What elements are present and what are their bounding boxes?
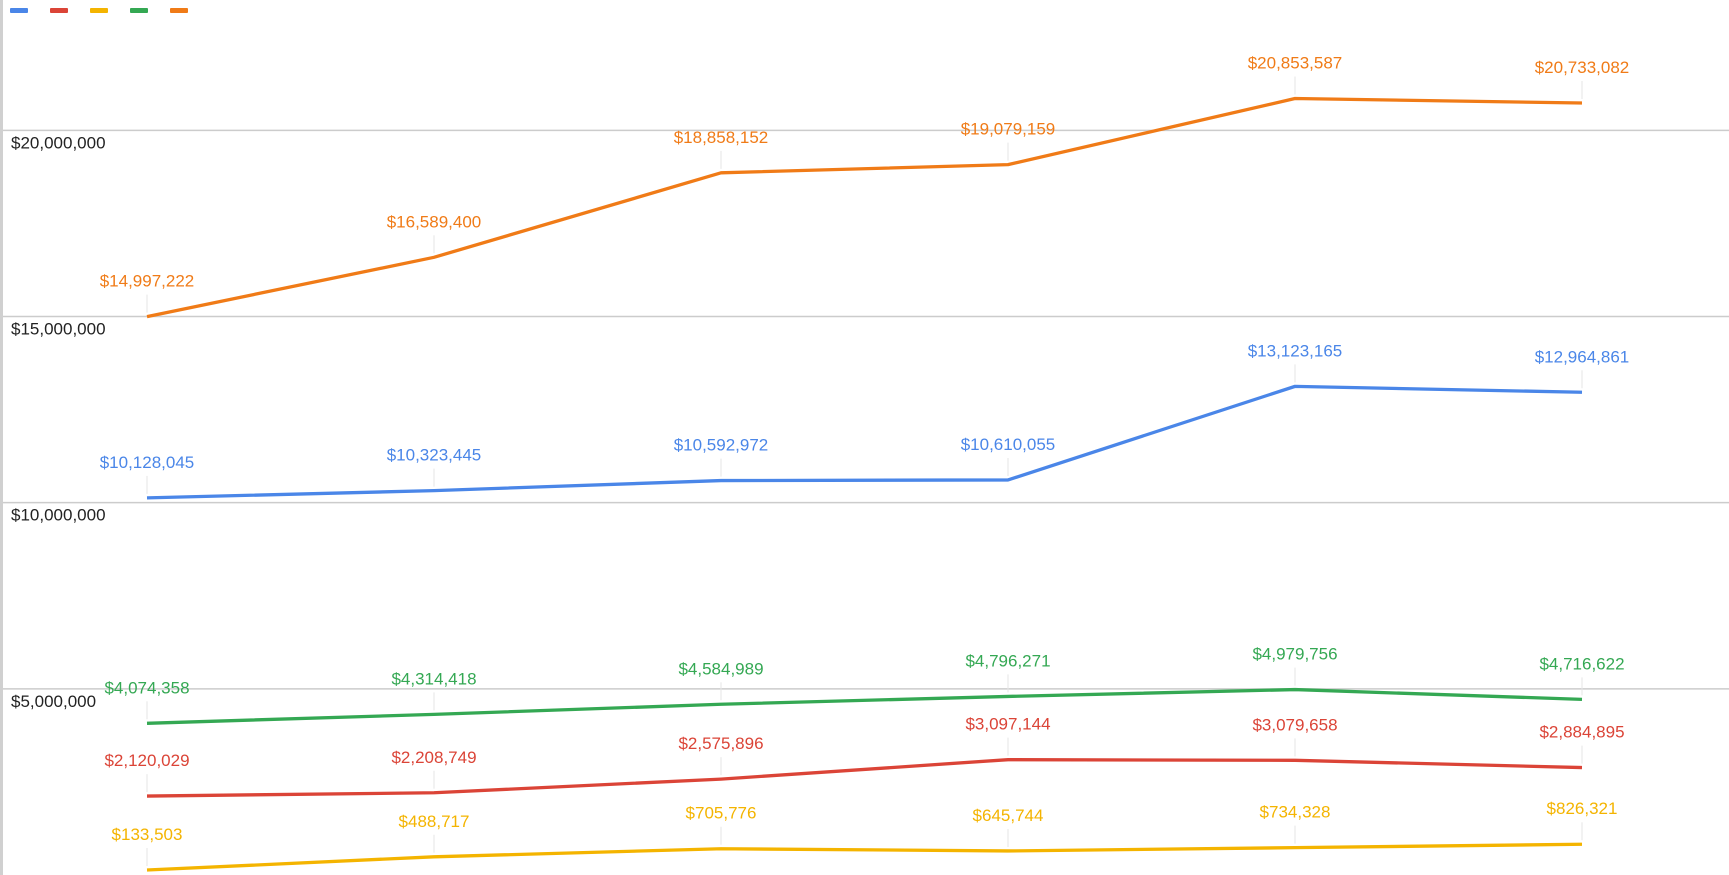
- series-line: [146, 758, 1583, 798]
- data-label: $3,097,144: [965, 715, 1050, 734]
- data-label: $20,853,587: [1248, 54, 1343, 73]
- data-label: $10,610,055: [961, 435, 1056, 454]
- data-label: $133,503: [112, 825, 183, 844]
- data-label: $645,744: [973, 806, 1044, 825]
- data-label: $2,884,895: [1539, 723, 1624, 742]
- data-label: $10,128,045: [100, 453, 195, 472]
- legend-swatch: [50, 8, 68, 13]
- data-label: $14,997,222: [100, 272, 195, 291]
- series-line: [146, 384, 1583, 500]
- data-label: $13,123,165: [1248, 341, 1343, 360]
- y-tick-label: $10,000,000: [11, 506, 106, 525]
- data-label: $2,575,896: [678, 734, 763, 753]
- data-label: $488,717: [399, 812, 470, 831]
- data-label: $705,776: [686, 804, 757, 823]
- series-line: [146, 96, 1583, 319]
- data-label: $4,979,756: [1252, 645, 1337, 664]
- data-label: $18,858,152: [674, 128, 769, 147]
- legend-swatch: [130, 8, 148, 13]
- data-label: $4,584,989: [678, 659, 763, 678]
- y-tick-label: $15,000,000: [11, 319, 106, 338]
- legend-swatch: [90, 8, 108, 13]
- data-label: $4,314,418: [391, 669, 476, 688]
- data-label: $10,323,445: [387, 446, 482, 465]
- legend-swatch: [10, 8, 28, 13]
- data-label: $4,796,271: [965, 651, 1050, 670]
- data-label: $4,716,622: [1539, 654, 1624, 673]
- data-label: $734,328: [1260, 803, 1331, 822]
- data-label: $2,208,749: [391, 748, 476, 767]
- series-line: [146, 687, 1583, 725]
- data-label: $2,120,029: [104, 751, 189, 770]
- left-border: [0, 0, 3, 875]
- data-label: $826,321: [1547, 799, 1618, 818]
- data-label: $10,592,972: [674, 436, 769, 455]
- y-tick-label: $20,000,000: [11, 133, 106, 152]
- y-tick-label: $5,000,000: [11, 692, 96, 711]
- data-label: $19,079,159: [961, 120, 1056, 139]
- data-label: $4,074,358: [104, 678, 189, 697]
- series-line: [146, 842, 1583, 872]
- data-label: $20,733,082: [1535, 58, 1630, 77]
- data-label: $16,589,400: [387, 212, 482, 231]
- legend-swatch: [170, 8, 188, 13]
- data-label: $3,079,658: [1252, 715, 1337, 734]
- data-label: $12,964,861: [1535, 347, 1630, 366]
